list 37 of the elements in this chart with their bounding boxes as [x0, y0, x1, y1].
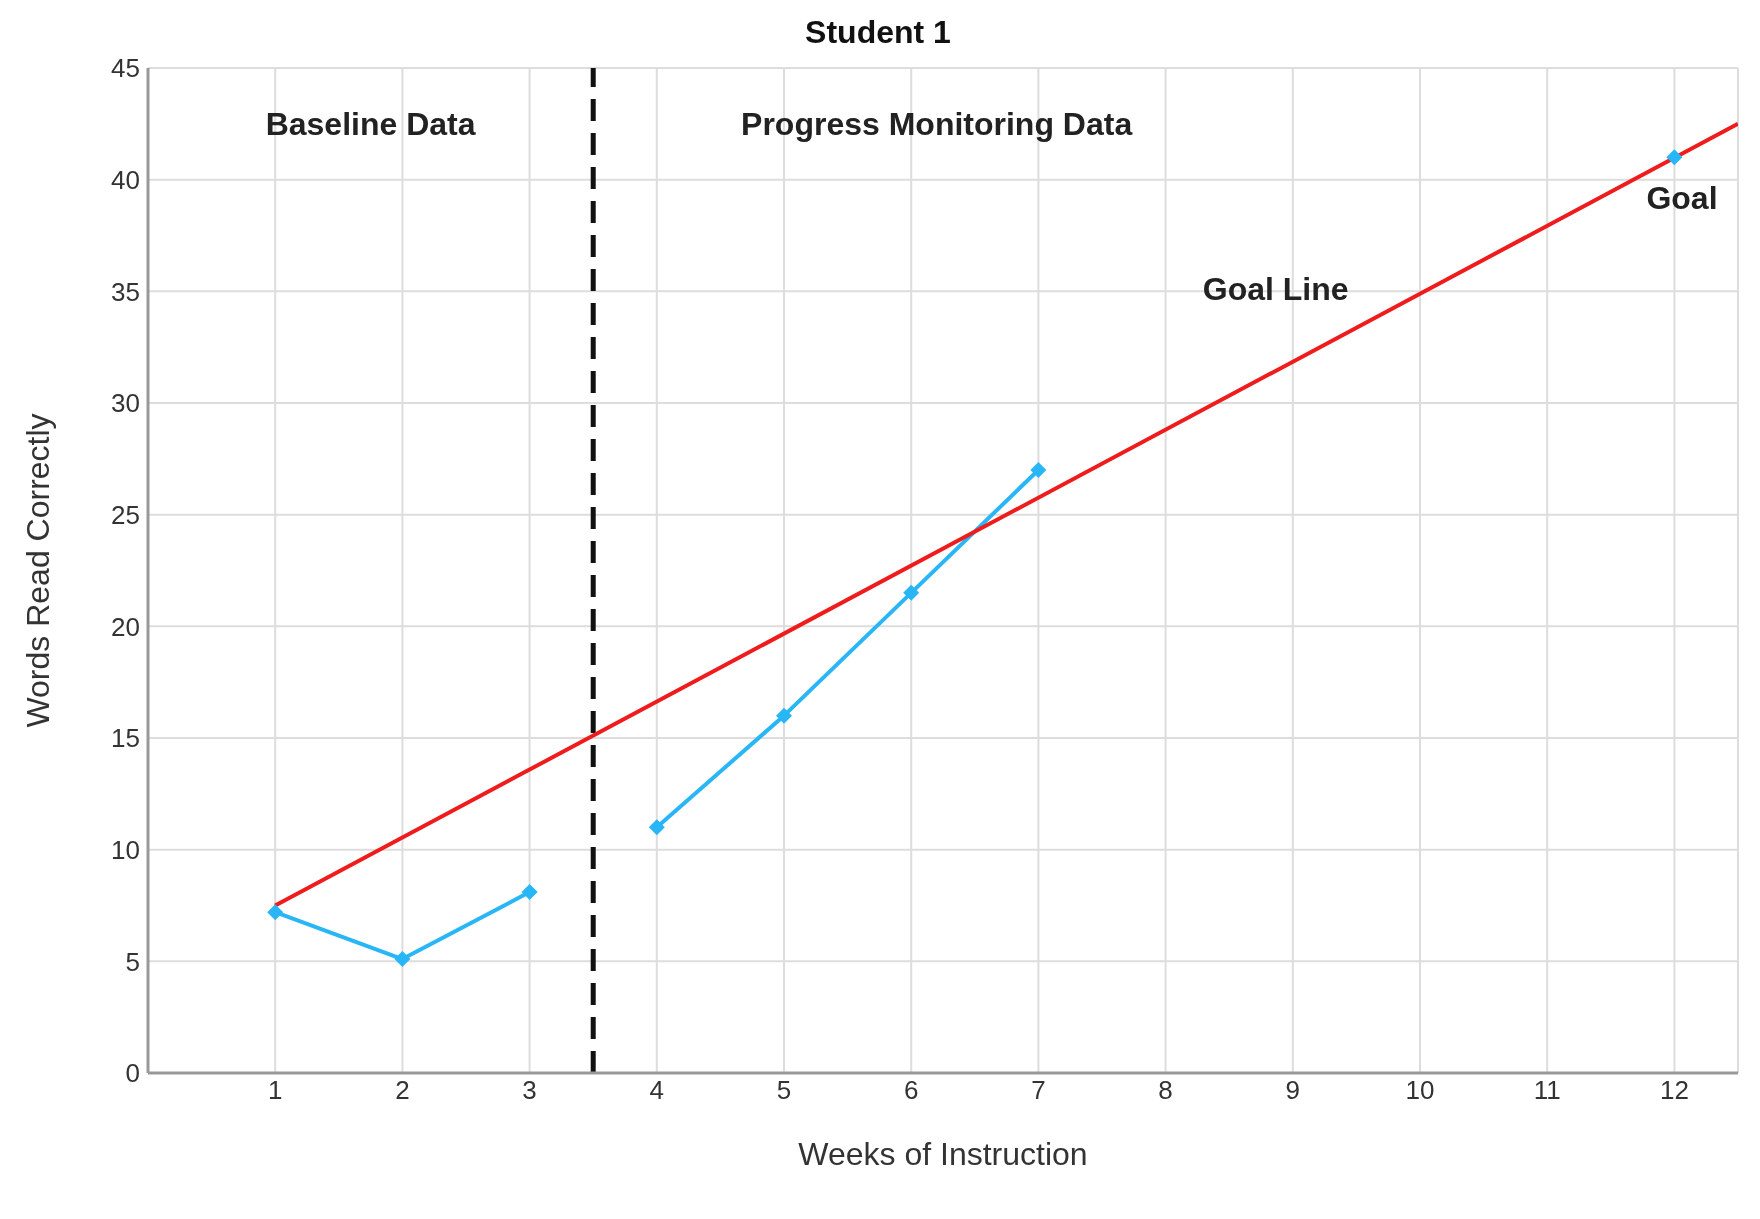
y-tick-label: 45	[111, 53, 140, 84]
x-tick-label: 4	[649, 1075, 665, 1106]
x-tick-label: 6	[903, 1075, 919, 1106]
annotation: Goal Line	[1202, 270, 1349, 307]
y-tick-label: 5	[125, 946, 140, 977]
y-tick-label: 30	[111, 388, 140, 419]
point	[521, 884, 538, 901]
x-tick-label: 8	[1158, 1075, 1173, 1106]
x-tick-label: 9	[1285, 1075, 1301, 1106]
annotation: Progress Monitoring Data	[741, 105, 1133, 142]
annotation: Goal	[1646, 180, 1718, 217]
y-tick-label: 35	[111, 276, 140, 307]
x-tick-label: 10	[1405, 1075, 1435, 1106]
y-tick-label: 25	[111, 499, 140, 530]
y-tick-label: 40	[111, 164, 140, 195]
point	[1666, 149, 1683, 166]
x-tick-label: 12	[1659, 1075, 1689, 1106]
x-tick-label: 11	[1533, 1075, 1561, 1106]
y-axis-title: Words Read Correctly	[20, 413, 57, 728]
y-tick-label: 15	[111, 723, 140, 754]
x-tick-label: 2	[395, 1075, 410, 1106]
y-tick-label: 0	[125, 1058, 140, 1089]
point	[648, 819, 665, 836]
y-tick-label: 20	[111, 611, 140, 642]
point	[903, 584, 920, 601]
annotation: Baseline Data	[265, 105, 476, 142]
point	[776, 707, 792, 724]
point	[394, 951, 411, 968]
x-tick-label: 7	[1031, 1075, 1046, 1106]
x-tick-label: 5	[776, 1075, 792, 1106]
x-axis-title: Weeks of Instruction	[798, 1136, 1088, 1172]
chart-title: Student 1	[804, 14, 952, 51]
x-tick-label: 1	[267, 1075, 283, 1106]
point	[267, 904, 284, 921]
y-tick-label: 10	[111, 834, 140, 865]
point	[1030, 462, 1047, 478]
x-tick-label: 3	[522, 1075, 537, 1106]
